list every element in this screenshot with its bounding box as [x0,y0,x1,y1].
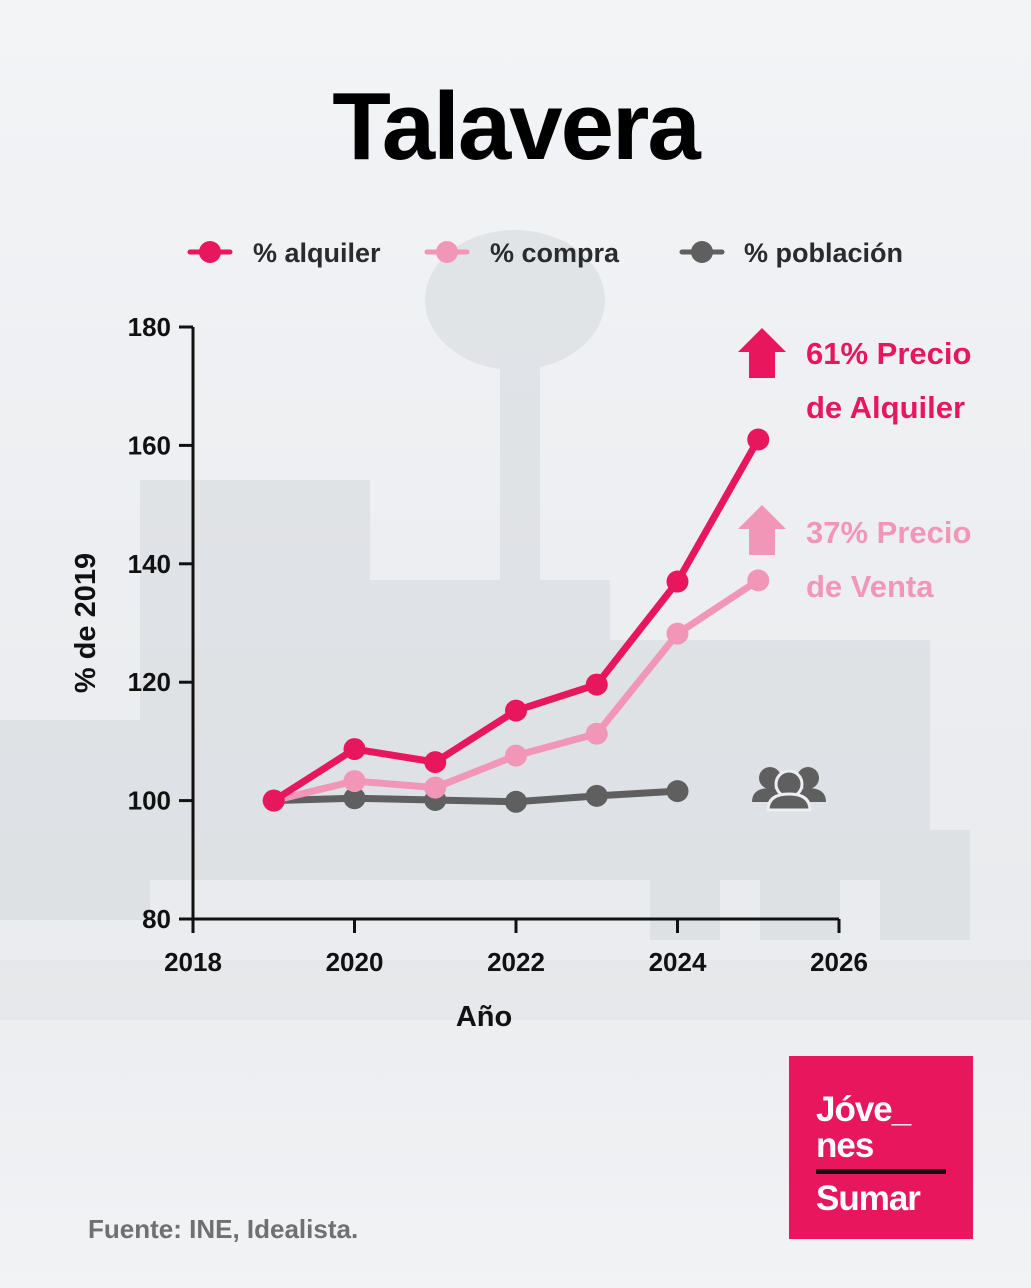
y-tick-label: 100 [128,786,171,816]
x-tick-label: 2022 [487,947,545,977]
data-point-1 [505,744,527,767]
y-tick-label: 120 [128,667,171,697]
y-tick-label: 140 [128,549,171,579]
data-point-2 [666,780,689,803]
data-point-2 [343,787,366,810]
data-point-1 [747,569,770,592]
data-point-0 [343,738,366,761]
series-line-2 [270,787,681,806]
data-point-0 [424,751,447,774]
data-point-2 [505,790,527,813]
legend-label-1: % compra [490,238,620,268]
legend-marker-0 [199,241,221,263]
data-point-0 [747,428,770,451]
data-point-0 [505,699,527,722]
x-tick-label: 2026 [810,947,868,977]
y-tick-label: 80 [142,904,171,934]
page-title: Talavera [332,73,701,180]
data-point-2 [585,784,608,807]
line-chart: 80 100 120 140 160 180 2018 2020 2022 2024 2026 Año… [70,238,971,1033]
people-group-icon [752,767,826,812]
data-point-1 [585,722,608,745]
y-tick-label: 160 [128,430,171,460]
x-tick-label: 2024 [649,947,707,977]
source-note: Fuente: INE, Idealista. [88,1214,359,1244]
annotation-line2: de Alquiler [806,390,965,425]
data-point-1 [424,776,447,799]
annotation-line2: de Venta [806,569,934,604]
series-line-1 [270,576,762,805]
logo-bar [816,1169,946,1174]
y-axis-title: % de 2019 [70,553,102,693]
jovenes-sumar-logo: Jóve_ nes Sumar [789,1056,973,1239]
data-point-0 [262,789,285,812]
legend-marker-1 [436,241,458,263]
data-point-1 [666,622,689,645]
x-tick-label: 2018 [164,947,222,977]
logo-line-1: Jóve_ [816,1090,911,1129]
y-tick-label: 180 [128,312,171,342]
data-point-1 [343,770,366,793]
logo-line-3: Sumar [816,1179,921,1218]
up-arrow-icon [738,328,786,378]
legend-marker-2 [691,241,713,263]
legend-label-2: % población [744,238,903,268]
data-point-0 [666,570,689,593]
logo-line-2: nes [816,1126,874,1165]
up-arrow-icon [738,505,786,555]
x-axis-title: Año [456,1001,512,1033]
data-point-0 [585,673,608,696]
legend-label-0: % alquiler [253,238,381,268]
annotation-line1: 61% Precio [806,336,971,371]
annotation-line1: 37% Precio [806,515,971,550]
x-tick-label: 2020 [326,947,384,977]
